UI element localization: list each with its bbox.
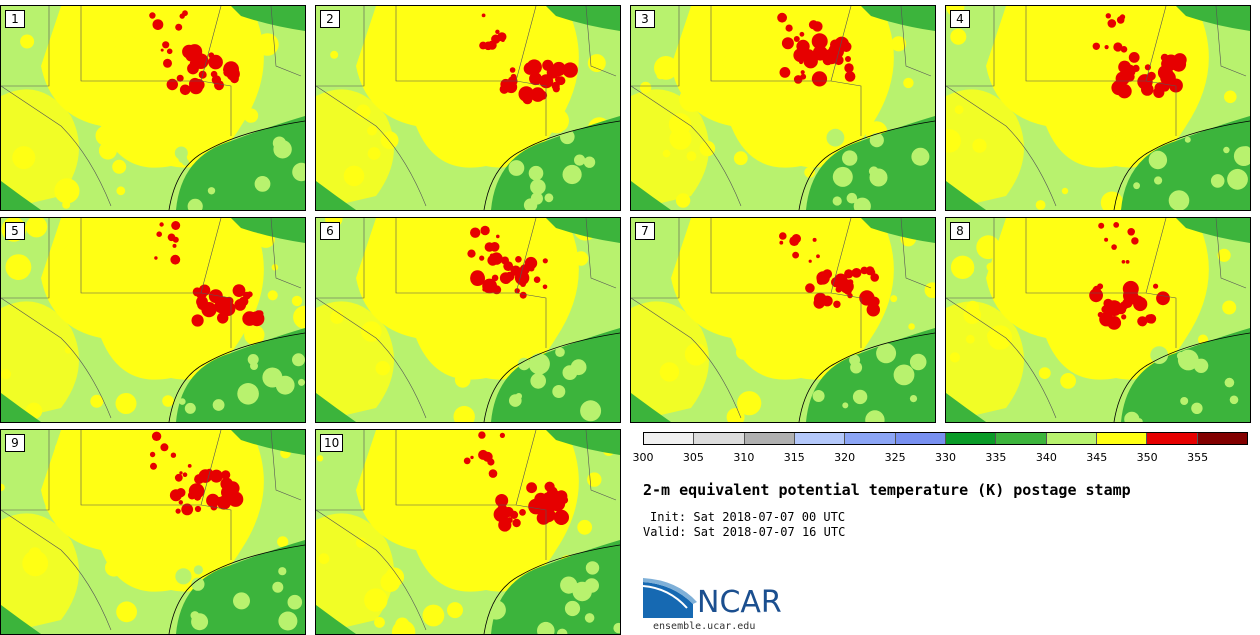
- panel-number: 6: [320, 222, 340, 240]
- panel-number: 4: [950, 10, 970, 28]
- postage-stamp-panel: 10: [315, 429, 621, 635]
- colorbar-segment: [744, 433, 795, 444]
- ncar-logo-text: NCAR: [697, 585, 782, 620]
- colorbar-tick-label: 315: [783, 451, 805, 464]
- colorbar-tick-label: 335: [985, 451, 1007, 464]
- valid-time: Valid: Sat 2018-07-07 16 UTC: [643, 525, 846, 539]
- panel-number: 1: [5, 10, 25, 28]
- postage-stamp-panel: 7: [630, 217, 936, 423]
- colorbar-segment: [644, 433, 695, 444]
- postage-stamp-panel: 8: [945, 217, 1251, 423]
- panel-number: 8: [950, 222, 970, 240]
- colorbar-segment: [694, 433, 745, 444]
- colorbar-tick-label: 355: [1187, 451, 1209, 464]
- panel-number: 9: [5, 434, 25, 452]
- colorbar-tick-label: 310: [733, 451, 755, 464]
- postage-stamp-panel: 5: [0, 217, 306, 423]
- colorbar-tick-label: 305: [682, 451, 704, 464]
- colorbar-segment: [794, 433, 846, 444]
- postage-stamp-panel: 2: [315, 5, 621, 211]
- postage-stamp-panel: 1: [0, 5, 306, 211]
- website-url: ensemble.ucar.edu: [653, 621, 756, 632]
- colorbar-tick-label: 345: [1086, 451, 1108, 464]
- colorbar-tick-label: 350: [1136, 451, 1158, 464]
- ncar-logo: [643, 578, 697, 618]
- colorbar-segment: [1046, 433, 1097, 444]
- colorbar-segment: [1096, 433, 1148, 444]
- colorbar-tick-label: 340: [1035, 451, 1057, 464]
- panel-number: 5: [5, 222, 25, 240]
- panel-number: 10: [320, 434, 344, 452]
- colorbar-segment: [895, 433, 946, 444]
- postage-stamp-panel: 3: [630, 5, 936, 211]
- colorbar-tick-label: 325: [884, 451, 906, 464]
- panel-number: 2: [320, 10, 340, 28]
- colorbar-segment: [1197, 433, 1247, 444]
- colorbar-segment: [1147, 433, 1198, 444]
- postage-stamp-panel: 9: [0, 429, 306, 635]
- colorbar-tick-label: 300: [632, 451, 654, 464]
- postage-stamp-panel: 4: [945, 5, 1251, 211]
- colorbar-tick-label: 320: [834, 451, 856, 464]
- init-time: Init: Sat 2018-07-07 00 UTC: [650, 510, 846, 524]
- postage-stamp-panel: 6: [315, 217, 621, 423]
- colorbar-segment: [945, 433, 997, 444]
- colorbar: [643, 432, 1248, 445]
- colorbar-segment: [996, 433, 1047, 444]
- chart-title: 2-m equivalent potential temperature (K)…: [643, 481, 1131, 499]
- panel-number: 3: [635, 10, 655, 28]
- panel-number: 7: [635, 222, 655, 240]
- colorbar-segment: [845, 433, 896, 444]
- colorbar-tick-label: 330: [935, 451, 956, 464]
